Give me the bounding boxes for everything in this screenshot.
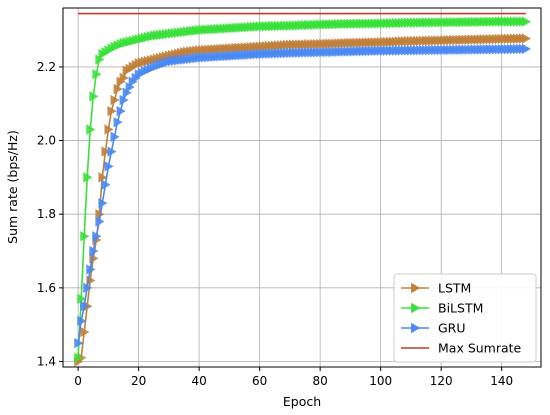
data-point — [80, 301, 90, 312]
x-tick-label: 0 — [74, 374, 82, 388]
data-point — [104, 124, 114, 135]
legend-label: GRU — [438, 321, 466, 336]
legend-label: LSTM — [438, 281, 471, 296]
x-tick-label: 20 — [131, 374, 146, 388]
x-tick-label: 80 — [313, 374, 328, 388]
data-point — [521, 33, 532, 44]
data-point — [119, 72, 129, 84]
legend-swatch-marker — [411, 322, 421, 334]
data-point — [77, 293, 87, 305]
data-point — [86, 124, 96, 135]
legend-label: BiLSTM — [438, 301, 483, 316]
series-bilstm — [74, 16, 532, 363]
data-point — [113, 116, 123, 128]
data-point — [101, 146, 111, 157]
data-point — [74, 352, 84, 363]
data-point — [125, 81, 135, 93]
data-point — [95, 54, 105, 65]
legend-item-bilstm: BiLSTM — [401, 301, 483, 316]
y-axis-ticks: 1.4 1.6 1.8 2.0 2.2 — [37, 60, 63, 368]
data-point — [110, 94, 120, 106]
legend-label: Max Sumrate — [438, 341, 522, 356]
data-point — [110, 131, 120, 143]
data-point — [107, 146, 117, 157]
legend-item-max-sumrate: Max Sumrate — [401, 341, 522, 356]
plot-frame — [62, 7, 542, 368]
data-point — [86, 264, 96, 275]
y-axis-label: Sum rate (bps/Hz) — [5, 130, 20, 244]
x-tick-label: 40 — [191, 374, 206, 388]
data-point — [92, 231, 102, 242]
x-tick-label: 140 — [490, 374, 513, 388]
data-point — [116, 105, 126, 117]
data-point — [113, 83, 123, 95]
data-point — [92, 69, 102, 80]
data-point — [80, 231, 90, 242]
legend-swatch-marker — [411, 282, 421, 294]
y-tick-label: 2.0 — [37, 134, 56, 148]
data-point — [80, 326, 90, 338]
x-axis-ticks: 0 20 40 60 80 100 120 140 — [74, 367, 513, 388]
data-point — [104, 161, 114, 172]
legend: LSTM BiLSTM GRU Max Sumrate — [393, 273, 537, 363]
legend-item-lstm: LSTM — [401, 281, 471, 296]
x-tick-label: 100 — [369, 374, 392, 388]
data-point — [74, 337, 84, 349]
data-point — [122, 87, 132, 98]
x-tick-label: 60 — [252, 374, 267, 388]
legend-swatch-marker — [411, 302, 421, 314]
series-layer — [74, 12, 532, 367]
data-point — [98, 197, 108, 209]
x-tick-label: 120 — [430, 374, 453, 388]
data-point — [89, 245, 99, 257]
y-tick-label: 1.4 — [37, 354, 56, 368]
series-gru — [74, 43, 532, 349]
x-axis-label: Epoch — [283, 394, 321, 409]
y-tick-label: 1.8 — [37, 207, 56, 221]
y-tick-label: 2.2 — [37, 60, 56, 74]
legend-box — [393, 273, 537, 363]
data-point — [77, 315, 87, 327]
data-point — [83, 172, 93, 183]
data-point — [119, 94, 129, 106]
data-point — [521, 43, 532, 55]
data-point — [107, 105, 117, 117]
data-point — [98, 172, 108, 183]
data-point — [95, 216, 105, 227]
data-point — [89, 91, 99, 102]
legend-item-gru: GRU — [401, 321, 466, 336]
data-point — [83, 282, 93, 294]
data-point — [101, 179, 111, 190]
data-point — [521, 16, 532, 27]
y-tick-label: 1.6 — [37, 281, 56, 295]
